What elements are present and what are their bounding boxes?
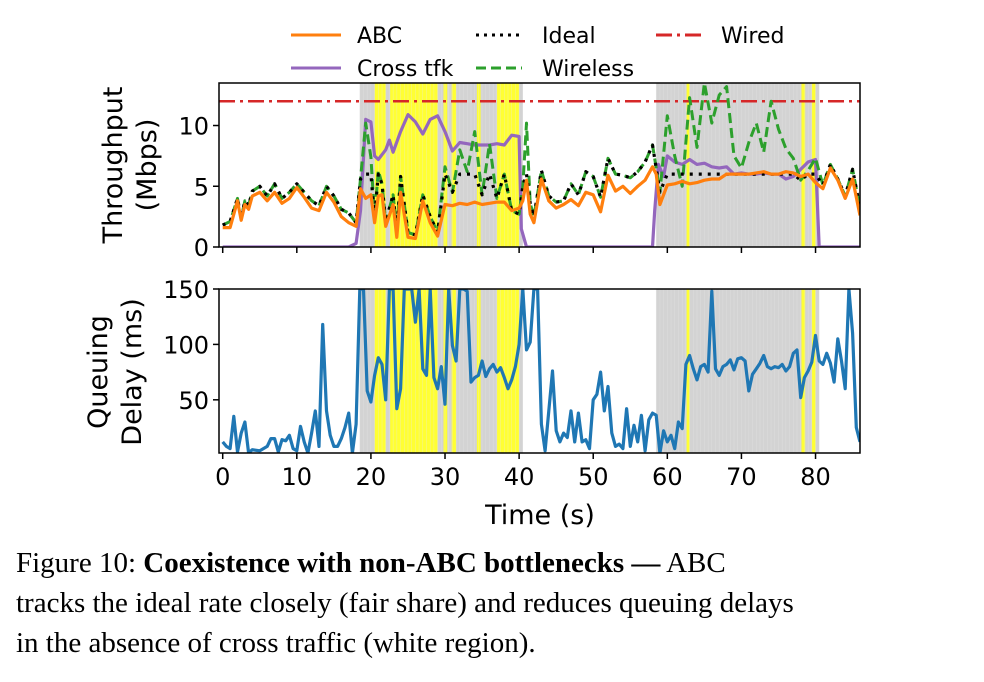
bottom-y-tick-label: 50 — [178, 387, 209, 415]
legend-label-wireless: Wireless — [542, 57, 634, 82]
bottom-yellow-region — [811, 289, 816, 453]
legend: ABC Ideal Wired Cross tfk Wireless — [291, 24, 784, 82]
caption-title: Coexistence with non-ABC bottlenecks — — [143, 547, 661, 579]
x-tick-label: 60 — [652, 463, 683, 491]
x-tick-label: 70 — [726, 463, 757, 491]
series-queuing-delay — [221, 289, 860, 453]
caption-line1-tail: ABC — [666, 547, 726, 579]
bottom-ylabel-line2: Delay (ms) — [117, 298, 148, 445]
top-y-ticks: 0 5 10 — [178, 113, 219, 262]
top-yellow-region — [811, 83, 816, 247]
series-wireless — [222, 83, 860, 237]
top-axes-frame — [218, 82, 861, 248]
top-yellow-region — [451, 83, 457, 247]
top-y-tick-label: 10 — [178, 113, 209, 141]
bottom-ylabel-line1: Queuing — [83, 315, 114, 429]
throughput-panel: 0 5 10 Throughput (Mbps) — [98, 82, 861, 262]
figure: ABC Ideal Wired Cross tfk Wireless 0 5 10 … — [83, 24, 861, 531]
top-ylabel-line2: (Mbps) — [132, 119, 163, 212]
bottom-yellow-region — [374, 289, 386, 453]
bottom-y-tick-label: 150 — [163, 276, 209, 304]
bottom-axes-frame — [218, 288, 861, 454]
series-abc — [222, 165, 860, 241]
queuing-delay-panel: 50 100 150 0 10 20 30 40 50 60 70 80 Queuing Delay… — [83, 276, 861, 531]
bottom-series-lines — [221, 289, 860, 453]
x-tick-label: 10 — [282, 463, 313, 491]
x-tick-label: 40 — [504, 463, 535, 491]
top-x-ticks — [221, 247, 817, 253]
x-tick-label: 0 — [215, 463, 230, 491]
caption-line2: tracks the ideal rate closely (fair shar… — [16, 587, 794, 619]
bottom-yellow-region — [451, 289, 457, 453]
series-ideal — [222, 143, 860, 237]
caption-line3: in the absence of cross traffic (white r… — [16, 627, 536, 659]
caption-label: Figure 10: — [16, 547, 137, 579]
x-tick-label: 20 — [356, 463, 387, 491]
top-yellow-region — [686, 83, 690, 247]
x-tick-label: 80 — [800, 463, 831, 491]
bottom-y-tick-label: 100 — [163, 331, 209, 359]
bottom-yellow-region — [801, 289, 806, 453]
bottom-y-ticks: 50 100 150 — [163, 276, 219, 415]
top-y-tick-label: 5 — [194, 173, 209, 201]
legend-label-cross-tfk: Cross tfk — [357, 57, 454, 82]
top-yellow-region — [374, 83, 386, 247]
x-tick-label: 50 — [578, 463, 609, 491]
legend-label-wired: Wired — [721, 24, 784, 49]
x-axis-label: Time (s) — [484, 500, 595, 531]
top-series-lines — [219, 83, 860, 247]
top-yellow-region — [443, 83, 448, 247]
legend-label-abc: ABC — [357, 24, 402, 49]
figure-caption: Figure 10: Coexistence with non-ABC bott… — [16, 543, 971, 663]
bottom-yellow-region — [686, 289, 690, 453]
top-ylabel-line1: Throughput — [98, 87, 129, 245]
bottom-x-ticks: 0 10 20 30 40 50 60 70 80 — [215, 453, 831, 491]
legend-label-ideal: Ideal — [542, 24, 596, 49]
top-y-tick-label: 0 — [194, 234, 209, 262]
x-tick-label: 30 — [430, 463, 461, 491]
